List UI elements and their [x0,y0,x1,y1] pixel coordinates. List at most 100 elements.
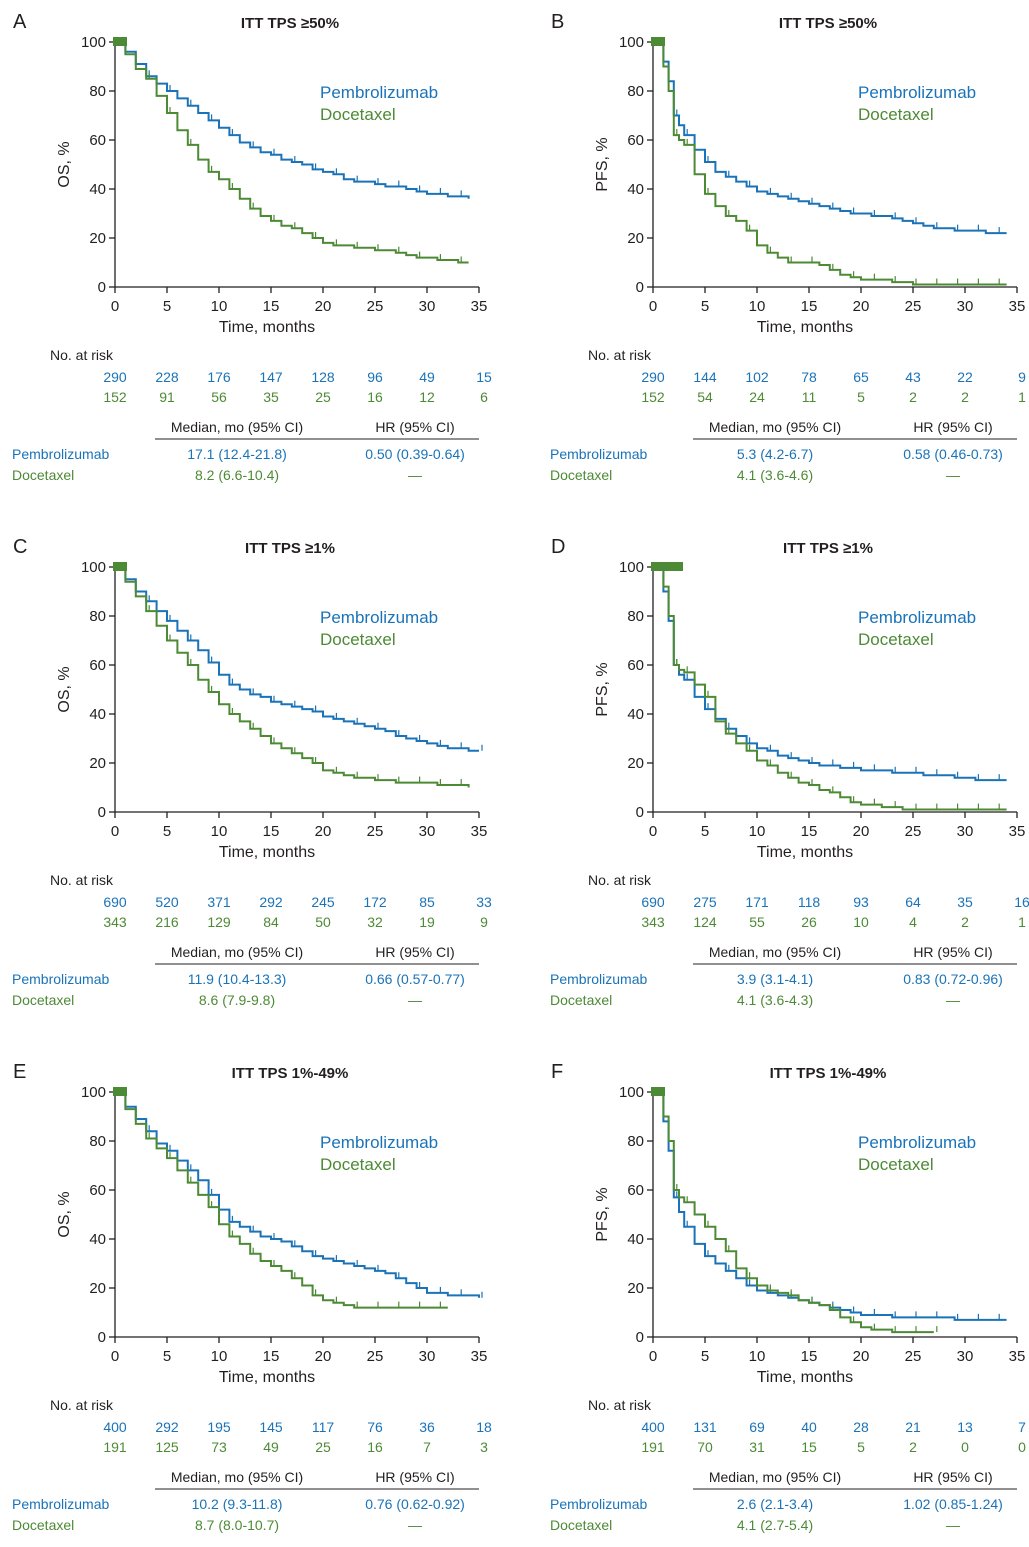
table-hr-header: HR (95% CI) [913,944,992,960]
risk-value: 117 [312,1419,335,1435]
x-tick-label: 15 [801,823,818,840]
risk-value: 195 [207,1419,231,1435]
table-median-value: 8.2 (6.6-10.4) [195,467,279,483]
y-tick-label: 80 [89,83,106,100]
table-median-header: Median, mo (95% CI) [709,1469,841,1485]
x-tick-label: 30 [957,298,974,315]
x-axis-label: Time, months [757,1369,853,1386]
risk-value: 69 [749,1419,765,1435]
legend-docetaxel: Docetaxel [858,1155,934,1174]
y-tick-label: 80 [89,1133,106,1150]
y-tick-label: 0 [98,804,106,821]
x-tick-label: 35 [1009,823,1026,840]
table-row-label: Pembrolizumab [12,1496,109,1512]
x-tick-label: 5 [701,1348,709,1365]
km-curve-pembrolizumab [653,1091,1007,1321]
table-median-value: 10.2 (9.3-11.8) [192,1496,283,1512]
km-curve-pembrolizumab [115,1091,480,1298]
risk-value: 28 [853,1419,869,1435]
x-tick-label: 0 [111,298,119,315]
table-row-label: Pembrolizumab [12,971,109,987]
y-tick-label: 20 [89,755,106,772]
legend-pembrolizumab: Pembrolizumab [320,608,438,627]
y-tick-label: 20 [627,755,644,772]
risk-header: No. at risk [50,347,114,363]
y-tick-label: 60 [627,657,644,674]
risk-value: 7 [423,1439,431,1455]
risk-value: 343 [641,914,665,930]
risk-value: 40 [801,1419,817,1435]
risk-value: 84 [263,914,279,930]
table-hr-value: — [408,1517,422,1533]
table-row-label: Docetaxel [12,1517,74,1533]
risk-value: 70 [697,1439,713,1455]
risk-value: 371 [207,894,231,910]
risk-value: 43 [905,369,921,385]
table-row-label: Pembrolizumab [550,971,647,987]
risk-value: 9 [1018,369,1026,385]
y-tick-label: 100 [81,34,106,51]
risk-value: 191 [641,1439,665,1455]
y-tick-label: 100 [81,559,106,576]
km-curve-pembrolizumab [115,566,479,752]
table-median-value: 11.9 (10.4-13.3) [188,971,287,987]
table-median-value: 8.6 (7.9-9.8) [199,992,275,1008]
y-axis-label: PFS, % [594,1187,611,1241]
y-tick-label: 60 [627,132,644,149]
table-median-value: 8.7 (8.0-10.7) [195,1517,279,1533]
x-tick-label: 5 [701,823,709,840]
risk-value: 216 [155,914,179,930]
table-hr-value: — [408,992,422,1008]
risk-value: 11 [802,389,817,405]
x-tick-label: 5 [163,298,171,315]
x-tick-label: 35 [471,823,488,840]
y-tick-label: 20 [627,1280,644,1297]
table-hr-value: 0.83 (0.72-0.96) [903,971,1003,987]
x-tick-label: 15 [801,298,818,315]
risk-value: 22 [957,369,973,385]
risk-value: 1 [1018,389,1026,405]
km-curve-docetaxel [115,566,470,788]
x-tick-label: 20 [315,1348,332,1365]
x-tick-label: 25 [905,298,922,315]
risk-value: 5 [857,389,865,405]
risk-value: 5 [857,1439,865,1455]
x-axis-label: Time, months [757,844,853,861]
y-tick-label: 40 [89,706,106,723]
table-hr-value: 0.76 (0.62-0.92) [365,1496,465,1512]
risk-value: 0 [1018,1439,1026,1455]
risk-value: 1 [1018,914,1026,930]
table-hr-header: HR (95% CI) [913,1469,992,1485]
x-axis-label: Time, months [757,319,853,336]
x-tick-label: 10 [749,823,766,840]
x-tick-label: 30 [419,823,436,840]
x-axis-label: Time, months [219,1369,315,1386]
y-tick-label: 20 [627,230,644,247]
panel-letter: B [551,11,564,33]
risk-header: No. at risk [588,347,652,363]
legend-docetaxel: Docetaxel [320,630,396,649]
x-tick-label: 0 [111,823,119,840]
risk-value: 33 [476,894,492,910]
x-axis-label: Time, months [219,844,315,861]
x-tick-label: 0 [649,823,657,840]
risk-value: 4 [909,914,917,930]
risk-value: 3 [480,1439,488,1455]
legend-docetaxel: Docetaxel [858,630,934,649]
risk-value: 49 [419,369,435,385]
risk-value: 176 [207,369,231,385]
x-axis-label: Time, months [219,319,315,336]
km-curve-pembrolizumab [653,41,1007,235]
y-axis-label: PFS, % [594,662,611,716]
y-tick-label: 60 [89,657,106,674]
risk-value: 76 [367,1419,383,1435]
y-tick-label: 80 [89,608,106,625]
risk-value: 56 [211,389,227,405]
x-tick-label: 0 [649,1348,657,1365]
table-row-label: Pembrolizumab [550,446,647,462]
x-tick-label: 25 [367,1348,384,1365]
risk-value: 21 [905,1419,921,1435]
risk-value: 152 [641,389,665,405]
risk-value: 172 [363,894,387,910]
